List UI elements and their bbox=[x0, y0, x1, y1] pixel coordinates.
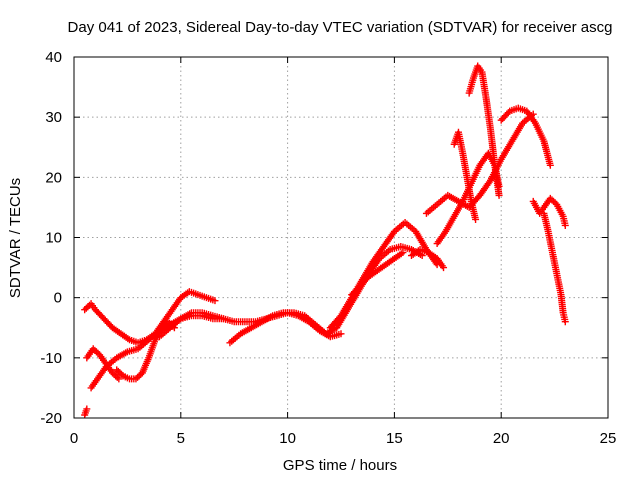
grid-lines bbox=[74, 57, 608, 418]
x-tick-label: 0 bbox=[70, 430, 78, 447]
x-tick-label: 5 bbox=[177, 430, 185, 447]
y-tick-label: 30 bbox=[45, 109, 62, 126]
data-point bbox=[118, 370, 126, 378]
x-tick-label: 25 bbox=[600, 430, 617, 447]
y-tick-label: -20 bbox=[40, 410, 62, 427]
data-point bbox=[399, 249, 407, 257]
tick-labels: 0 5 10 15 20 25 -20 -10 0 10 20 30 40 bbox=[40, 49, 616, 447]
y-tick-label: -10 bbox=[40, 350, 62, 367]
plot-frame bbox=[73, 56, 609, 419]
y-tick-label: 20 bbox=[45, 169, 62, 186]
data-point bbox=[561, 318, 569, 326]
data-points bbox=[81, 62, 569, 419]
data-point bbox=[495, 191, 503, 199]
data-point bbox=[551, 199, 559, 207]
x-tick-label: 10 bbox=[279, 430, 296, 447]
data-point bbox=[504, 109, 512, 117]
data-point bbox=[561, 221, 569, 229]
data-point bbox=[337, 330, 345, 338]
y-tick-label: 40 bbox=[45, 49, 62, 66]
x-tick-label: 15 bbox=[386, 430, 403, 447]
y-tick-label: 0 bbox=[54, 290, 62, 307]
data-point bbox=[113, 373, 121, 381]
y-axis-label: SDTVAR / TECUs bbox=[7, 178, 24, 298]
x-tick-label: 20 bbox=[493, 430, 510, 447]
data-point bbox=[115, 375, 123, 383]
data-point bbox=[83, 405, 91, 413]
y-tick-label: 10 bbox=[45, 230, 62, 247]
data-point bbox=[211, 297, 219, 305]
data-point bbox=[472, 215, 480, 223]
chart-title: Day 041 of 2023, Sidereal Day-to-day VTE… bbox=[68, 19, 613, 36]
data-point bbox=[546, 161, 554, 169]
x-axis-label: GPS time / hours bbox=[283, 457, 397, 474]
data-point bbox=[440, 264, 448, 272]
